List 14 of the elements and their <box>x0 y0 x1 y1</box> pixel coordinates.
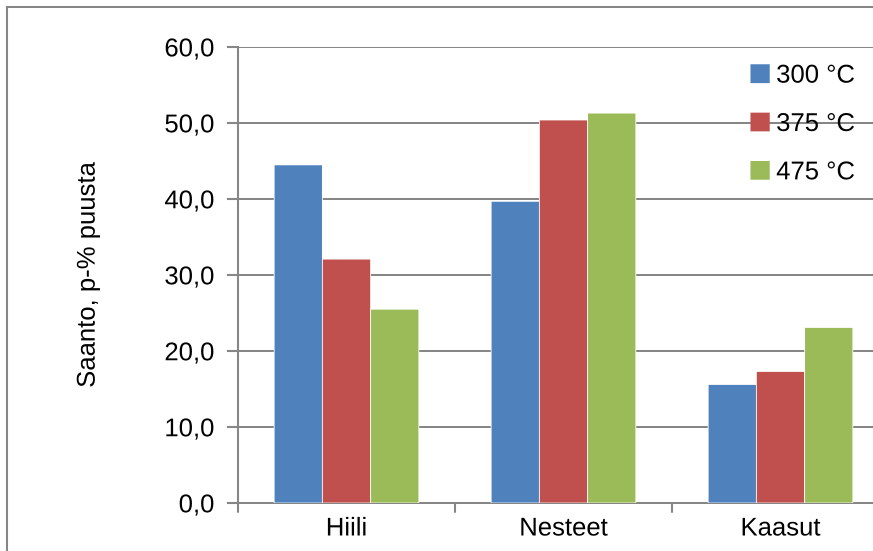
y-tick-label: 60,0 <box>166 38 214 60</box>
y-tick-label: 20,0 <box>166 342 214 364</box>
y-tick-label: 30,0 <box>165 266 214 288</box>
legend-label: 300 °C <box>777 64 854 83</box>
y-axis-title: Saanto, p-% puusta <box>76 162 100 387</box>
y-tick-label: 50,0 <box>165 114 214 136</box>
x-tick-label: Hiili <box>328 516 366 536</box>
y-tick-label: 0,0 <box>180 494 214 516</box>
y-tick-label: 40,0 <box>164 190 214 212</box>
x-tick-label: Nesteet <box>521 518 608 536</box>
x-tick-label: Kaasut <box>742 518 820 536</box>
y-tick-label: 10,0 <box>166 418 214 440</box>
legend-label: 475 °C <box>776 161 854 180</box>
legend-label: 375 °C <box>777 113 854 132</box>
